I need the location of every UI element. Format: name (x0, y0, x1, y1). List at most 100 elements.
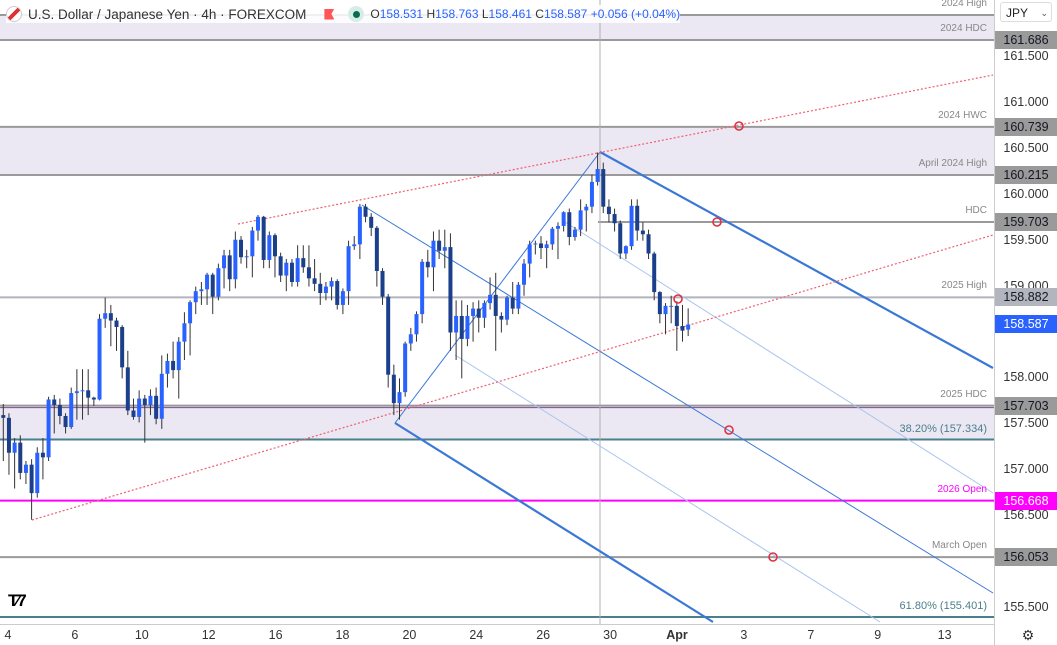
candle-body (493, 294, 498, 316)
currency-select[interactable]: JPY ⌄ (1000, 2, 1052, 22)
candle-body (459, 315, 464, 339)
candle-body (256, 216, 260, 231)
level-label: April 2024 High (918, 158, 987, 170)
candle-body (510, 297, 515, 309)
level-price-label: 161.686 (995, 31, 1057, 49)
candle-body (188, 302, 193, 324)
intersection-marker (673, 294, 683, 304)
candle-body (669, 305, 674, 307)
candle-body (595, 169, 600, 182)
candle-body (227, 255, 232, 280)
candle-body (539, 243, 543, 249)
candle-body (550, 228, 555, 245)
level-price-label: 159.703 (995, 213, 1057, 232)
price-tick: 160.000 (1003, 186, 1049, 201)
level-label: March Open (931, 540, 987, 552)
candle-body (216, 268, 221, 297)
candle-body (29, 464, 34, 494)
candle-body (69, 393, 74, 428)
level-label: 2024 HDC (940, 23, 987, 34)
level-price-label: 156.668 (995, 491, 1057, 510)
candle-body (12, 442, 17, 453)
candle-body (431, 240, 436, 268)
gear-icon[interactable]: ⚙ (1021, 627, 1035, 643)
candle-body (374, 227, 379, 271)
candle-body (482, 303, 487, 318)
candle-body (561, 212, 566, 226)
candle-body (686, 324, 691, 330)
candle-body (357, 206, 362, 245)
candle-body (329, 281, 334, 287)
level-label: 2024 HWC (938, 109, 987, 121)
candle-body (652, 253, 657, 293)
candle-body (488, 294, 493, 304)
candle-body (63, 416, 68, 428)
price-tick: 157.500 (1003, 416, 1049, 431)
candle-body (267, 235, 272, 260)
candle-body (125, 367, 130, 411)
time-tick: 7 (807, 628, 815, 642)
price-tick: 160.500 (1003, 140, 1049, 155)
market-open-dot-icon (348, 6, 365, 22)
time-tick: 20 (402, 628, 417, 642)
time-tick: 24 (469, 628, 484, 642)
price-chart[interactable] (0, 0, 994, 645)
candle-body (403, 343, 408, 393)
level-price-label: 158.882 (995, 288, 1057, 307)
candle-body (278, 256, 283, 276)
us-flag-icon (6, 6, 22, 22)
candle-body (544, 244, 549, 249)
time-tick: 18 (335, 628, 350, 642)
candle-body (165, 360, 170, 374)
candle-body (306, 267, 311, 279)
candle-body (465, 315, 470, 339)
candle-body (606, 206, 611, 215)
candle-body (301, 258, 306, 268)
tradingview-logo[interactable]: T⁄7 (8, 591, 27, 610)
candle-body (159, 373, 164, 419)
time-tick: 9 (874, 628, 882, 642)
channel-line (31, 234, 994, 521)
candle-body (420, 261, 425, 315)
candle-body (397, 392, 402, 404)
time-tick: 4 (4, 628, 12, 642)
candle-body (6, 417, 11, 453)
level-label: 38.20% (157.334) (899, 422, 987, 435)
chevron-down-icon: ⌄ (1040, 8, 1048, 18)
candle-body (572, 229, 577, 238)
candle-body (448, 247, 453, 333)
candle-body (567, 212, 572, 238)
candle-body (97, 318, 102, 400)
last-price-label: 158.587 (995, 315, 1057, 334)
candle-body (369, 216, 374, 228)
level-label: 2026 Open (937, 483, 988, 495)
symbol-title[interactable]: U.S. Dollar / Japanese Yen · 4h · FOREXC… (28, 6, 307, 22)
candle-body (601, 169, 606, 207)
level-price-label: 160.739 (995, 117, 1057, 136)
candle-body (623, 246, 628, 254)
time-tick: Apr (666, 628, 688, 642)
intersection-marker (712, 217, 722, 227)
ohlc-values: O158.531 H158.763 L158.461 C158.587 +0.0… (370, 7, 681, 21)
candle-body (391, 374, 396, 404)
time-tick: 30 (603, 628, 618, 642)
red-flag-icon[interactable] (324, 8, 335, 20)
candle-body (80, 390, 85, 392)
candle-body (663, 305, 668, 315)
candle-body (646, 234, 651, 254)
candle-body (680, 326, 685, 331)
price-tick: 161.500 (1003, 49, 1049, 64)
candle-body (618, 223, 623, 254)
candle-body (578, 210, 583, 230)
candle-body (408, 334, 413, 344)
candle-body (131, 410, 136, 417)
candle-body (23, 464, 28, 473)
price-tick: 158.000 (1003, 370, 1049, 385)
candle-body (380, 270, 385, 297)
candle-body (18, 442, 23, 473)
candle-body (57, 404, 62, 417)
candle-body (176, 341, 181, 371)
candle-body (244, 256, 249, 258)
candle-body (233, 239, 238, 280)
candle-body (250, 230, 255, 257)
